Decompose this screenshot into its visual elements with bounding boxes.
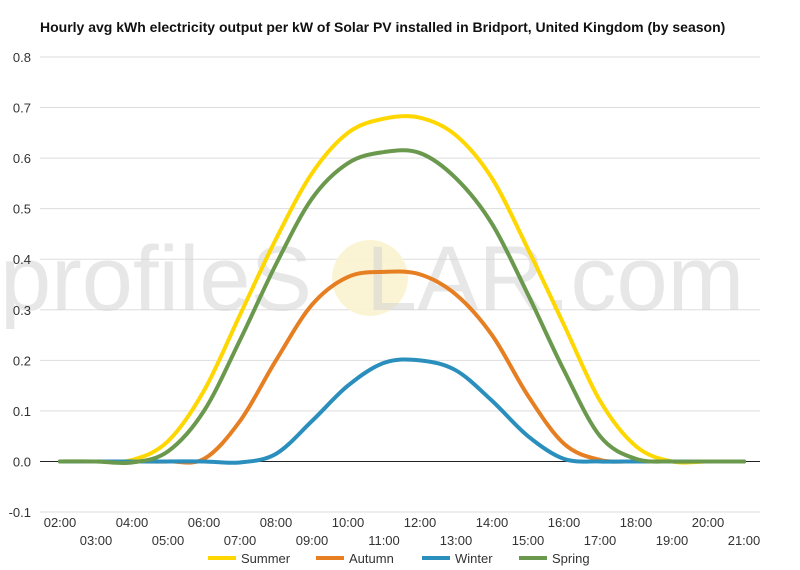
series-lines [58,114,746,466]
x-tick-label: 20:00 [692,515,725,530]
y-axis: -0.1 0.0 0.1 0.2 0.3 0.4 0.5 0.6 0.7 0.8 [9,50,31,520]
x-tick-label: 08:00 [260,515,293,530]
chart-title: Hourly avg kWh electricity output per kW… [40,19,726,35]
y-tick-label: 0.7 [13,101,31,116]
series-line-summer [58,114,746,465]
x-tick-label: 18:00 [620,515,653,530]
x-tick-label: 12:00 [404,515,437,530]
legend-label-spring: Spring [552,551,590,566]
series-line-winter [58,357,746,465]
x-tick-label: 06:00 [188,515,221,530]
x-tick-label: 15:00 [512,533,545,548]
x-tick-label: 21:00 [728,533,761,548]
y-tick-label: 0.5 [13,202,31,217]
x-tick-label: 16:00 [548,515,581,530]
x-tick-label: 04:00 [116,515,149,530]
y-tick-label: 0.8 [13,50,31,65]
x-tick-label: 05:00 [152,533,185,548]
legend: Summer Autumn Winter Spring [208,551,590,566]
x-axis: 02:0003:0004:0005:0006:0007:0008:0009:00… [44,515,761,548]
x-tick-label: 14:00 [476,515,509,530]
x-tick-label: 17:00 [584,533,617,548]
y-tick-label: 0.0 [13,454,31,469]
watermark: profileS LAR.com [0,228,744,330]
x-tick-label: 07:00 [224,533,257,548]
x-tick-label: 09:00 [296,533,329,548]
watermark-sun-icon [332,240,408,316]
y-tick-label: 0.4 [13,252,31,267]
legend-label-summer: Summer [241,551,291,566]
y-tick-label: 0.6 [13,151,31,166]
x-tick-label: 02:00 [44,515,77,530]
y-tick-label: 0.1 [13,404,31,419]
y-tick-label: -0.1 [9,505,31,520]
series-line-spring [58,148,746,466]
y-tick-label: 0.3 [13,303,31,318]
x-tick-label: 10:00 [332,515,365,530]
y-tick-label: 0.2 [13,353,31,368]
x-tick-label: 11:00 [368,533,400,548]
legend-label-winter: Winter [455,551,493,566]
watermark-text: profileS LAR.com [0,228,744,330]
x-tick-label: 13:00 [440,533,473,548]
x-tick-label: 19:00 [656,533,689,548]
x-tick-label: 03:00 [80,533,113,548]
legend-label-autumn: Autumn [349,551,394,566]
